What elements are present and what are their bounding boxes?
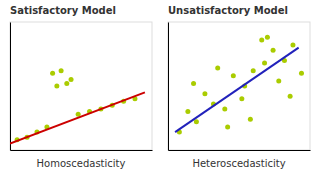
point bbox=[222, 107, 227, 112]
point bbox=[231, 73, 236, 78]
x-axis-label: Homoscedasticity bbox=[37, 158, 126, 169]
panel-title: Satisfactory Model bbox=[10, 5, 116, 16]
x-axis-line bbox=[169, 150, 311, 151]
plot-frame bbox=[10, 22, 152, 150]
marks bbox=[175, 35, 304, 135]
point bbox=[262, 60, 267, 65]
x-axis-line bbox=[11, 150, 153, 151]
regression-line bbox=[10, 92, 145, 143]
point bbox=[50, 71, 55, 76]
x-axis bbox=[11, 150, 153, 151]
plot-area bbox=[168, 22, 311, 151]
y-axis bbox=[168, 23, 169, 151]
point bbox=[288, 94, 293, 99]
point bbox=[69, 77, 74, 82]
y-axis-line bbox=[168, 23, 169, 151]
point bbox=[271, 48, 276, 53]
point bbox=[194, 119, 199, 124]
regression-line bbox=[175, 48, 299, 132]
panel-title: Unsatisfactory Model bbox=[168, 5, 288, 16]
x-axis-label: Heteroscedasticity bbox=[192, 158, 285, 169]
marks bbox=[10, 68, 145, 143]
point bbox=[259, 37, 264, 42]
chart-root: Satisfactory Model Homoscedasticity Unsati… bbox=[0, 0, 320, 180]
point bbox=[265, 35, 270, 40]
point bbox=[76, 112, 81, 117]
y-axis-line bbox=[10, 23, 11, 151]
point bbox=[64, 81, 69, 86]
point bbox=[225, 124, 230, 129]
plot-area bbox=[10, 22, 153, 151]
plot-frame bbox=[168, 22, 310, 150]
point bbox=[239, 96, 244, 101]
panel: Unsatisfactory Model Heteroscedasticity bbox=[168, 5, 311, 169]
point bbox=[290, 43, 295, 48]
point bbox=[191, 81, 196, 86]
panel: Satisfactory Model Homoscedasticity bbox=[10, 5, 153, 169]
y-axis bbox=[10, 23, 11, 151]
point bbox=[185, 109, 190, 114]
point bbox=[215, 66, 220, 71]
point bbox=[251, 68, 256, 73]
point bbox=[299, 71, 304, 76]
point bbox=[202, 91, 207, 96]
point bbox=[54, 84, 59, 89]
point bbox=[248, 117, 253, 122]
x-axis bbox=[169, 150, 311, 151]
point bbox=[276, 78, 281, 83]
point bbox=[59, 68, 64, 73]
